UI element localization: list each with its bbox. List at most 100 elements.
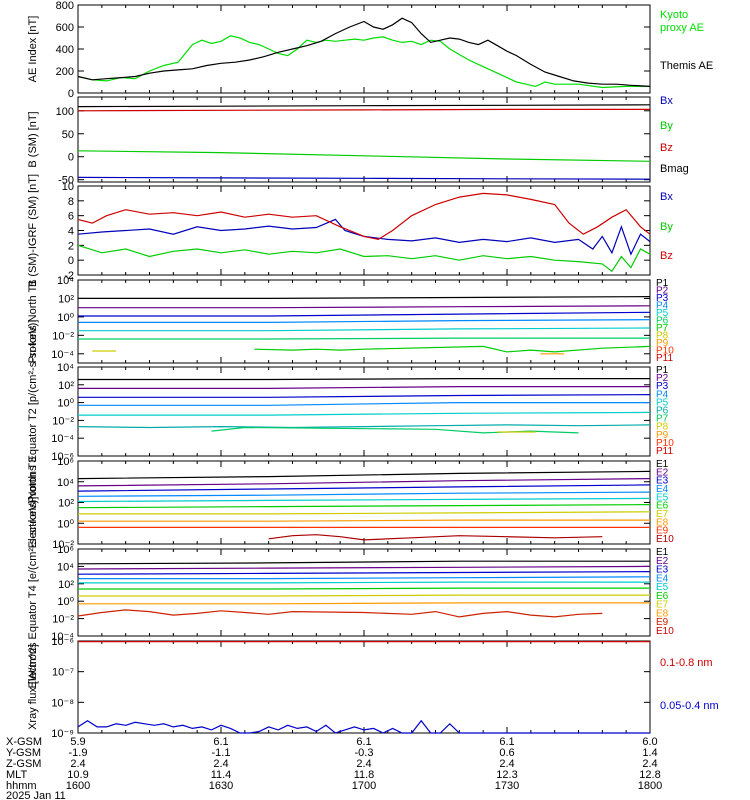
y-tick-label: 200 bbox=[56, 66, 74, 78]
series-line-e9 bbox=[77, 609, 603, 618]
y-tick-label: -2 bbox=[64, 270, 74, 282]
footer-value: -1.9 bbox=[69, 747, 88, 759]
panel-frame bbox=[77, 185, 651, 276]
legend-entry: P11 bbox=[656, 446, 673, 457]
footer-value: 2.4 bbox=[356, 758, 371, 770]
legend-entry: E4 bbox=[656, 484, 669, 495]
legend-entry: E10 bbox=[656, 534, 674, 545]
footer-value: 1.4 bbox=[642, 747, 657, 759]
series-line-by bbox=[77, 244, 651, 273]
legend-entry: proxy AE bbox=[660, 22, 704, 34]
legend-entry: E5 bbox=[656, 492, 669, 503]
panel-enorth: 10⁻² 10⁰ 10² 10⁴ 10⁶ Electrons North T3 E1E2E3… bbox=[27, 456, 674, 551]
series-line-e3 bbox=[77, 484, 651, 492]
series-line-e6 bbox=[77, 504, 651, 509]
y-tick-label: 10⁻⁴ bbox=[51, 631, 74, 643]
y-axis-label: Xray flux [W/m^2] bbox=[27, 644, 39, 730]
legend-entry: P6 bbox=[656, 406, 669, 417]
footer-value: 6.1 bbox=[356, 736, 371, 748]
legend-entry: E10 bbox=[656, 626, 674, 637]
y-tick-label: 800 bbox=[56, 0, 74, 12]
legend-entry: By bbox=[660, 120, 673, 132]
y-tick-label: 10⁻⁷ bbox=[52, 667, 74, 679]
footer-date: 2025 Jan 11 bbox=[6, 790, 66, 800]
legend-entry: P10 bbox=[656, 346, 674, 357]
footer-value: 2.4 bbox=[499, 758, 514, 770]
y-tick-label: 10⁻² bbox=[52, 614, 74, 626]
footer-value: 1630 bbox=[209, 780, 233, 792]
footer-value: -0.3 bbox=[355, 747, 374, 759]
series-line-p6 bbox=[77, 424, 651, 429]
y-tick-label: 6 bbox=[68, 211, 74, 223]
legend-entry: Bz bbox=[660, 250, 673, 262]
legend-entry: E6 bbox=[656, 591, 669, 602]
legend-entry: E7 bbox=[656, 509, 669, 520]
legend-entry: P8 bbox=[656, 331, 669, 342]
y-tick-label: 400 bbox=[56, 44, 74, 56]
legend-entry: E1 bbox=[656, 459, 669, 470]
series-line-e4 bbox=[78, 576, 651, 580]
legend-entry: E9 bbox=[656, 617, 669, 628]
series-line-e10 bbox=[268, 534, 603, 541]
legend-entry: P3 bbox=[656, 293, 669, 304]
series-line-e4 bbox=[77, 491, 651, 497]
panel-xray: 10⁻⁹ 10⁻⁸ 10⁻⁷ 10⁻⁶ Xray flux [W/m^2] 0.1-0.8… bbox=[27, 636, 719, 740]
footer-row-label: MLT bbox=[6, 769, 27, 781]
y-tick-label: 10⁻² bbox=[52, 539, 74, 551]
y-tick-label: 0 bbox=[68, 88, 74, 100]
legend-entry: P1 bbox=[656, 365, 669, 376]
y-tick-label: 0 bbox=[68, 152, 74, 164]
y-tick-label: 10⁰ bbox=[57, 398, 74, 410]
legend-entry: E3 bbox=[656, 476, 669, 487]
legend-entry: E9 bbox=[656, 526, 669, 537]
y-axis-label: Electrons North T3 bbox=[27, 457, 39, 549]
y-tick-label: 10⁴ bbox=[57, 275, 74, 287]
series-line-p2 bbox=[78, 305, 651, 309]
y-tick-label: 10⁴ bbox=[57, 561, 74, 573]
footer-value: 11.4 bbox=[211, 769, 232, 781]
series-line-bx bbox=[77, 218, 651, 256]
series-line-bz bbox=[77, 108, 650, 112]
legend-entry: Kyoto bbox=[660, 9, 688, 21]
footer-value: 6.0 bbox=[642, 736, 657, 748]
legend-entry: P5 bbox=[656, 308, 669, 319]
legend-entry: P4 bbox=[656, 389, 669, 400]
y-tick-label: 10⁴ bbox=[57, 362, 74, 374]
series-line-by bbox=[77, 150, 651, 162]
y-tick-label: 10⁰ bbox=[57, 596, 74, 608]
legend-entry: E7 bbox=[656, 600, 669, 611]
panel-frame bbox=[77, 4, 651, 94]
footer-row-label: Z-GSM bbox=[6, 758, 41, 770]
footer-value: 1600 bbox=[66, 780, 90, 792]
legend-entry: P10 bbox=[656, 438, 674, 449]
y-tick-label: -50 bbox=[58, 175, 74, 187]
series-line-kyoto-proxy-ae bbox=[77, 35, 650, 89]
footer-value: 6.1 bbox=[213, 736, 228, 748]
series-line-bmag bbox=[77, 104, 651, 108]
series-line-p1 bbox=[78, 378, 650, 381]
legend-entry: Bmag bbox=[660, 163, 689, 175]
footer-value: 6.1 bbox=[499, 736, 514, 748]
footer-value: 1800 bbox=[638, 780, 662, 792]
legend-entry: 0.05-0.4 nm bbox=[660, 700, 719, 712]
series-line-e8 bbox=[78, 602, 650, 605]
legend-entry: E2 bbox=[656, 556, 669, 567]
series-line-e6 bbox=[78, 587, 650, 590]
series-line-p7 bbox=[254, 345, 651, 353]
legend-entry: P11 bbox=[656, 353, 673, 364]
footer-value: 1730 bbox=[495, 780, 519, 792]
footer-value: 2.4 bbox=[213, 758, 228, 770]
legend-entry: P7 bbox=[656, 414, 669, 425]
y-tick-label: 2 bbox=[68, 240, 74, 252]
series-line-p3 bbox=[78, 394, 651, 398]
legend-entry: P7 bbox=[656, 323, 669, 334]
series-line-e5 bbox=[78, 581, 650, 584]
footer-value: 2.4 bbox=[642, 758, 657, 770]
series-line-p4 bbox=[78, 319, 651, 323]
footer-value: 2.4 bbox=[70, 758, 85, 770]
y-axis-label: B (SM)-IGRF (SM) [nT] bbox=[27, 174, 39, 287]
legend-entry: E2 bbox=[656, 467, 669, 478]
